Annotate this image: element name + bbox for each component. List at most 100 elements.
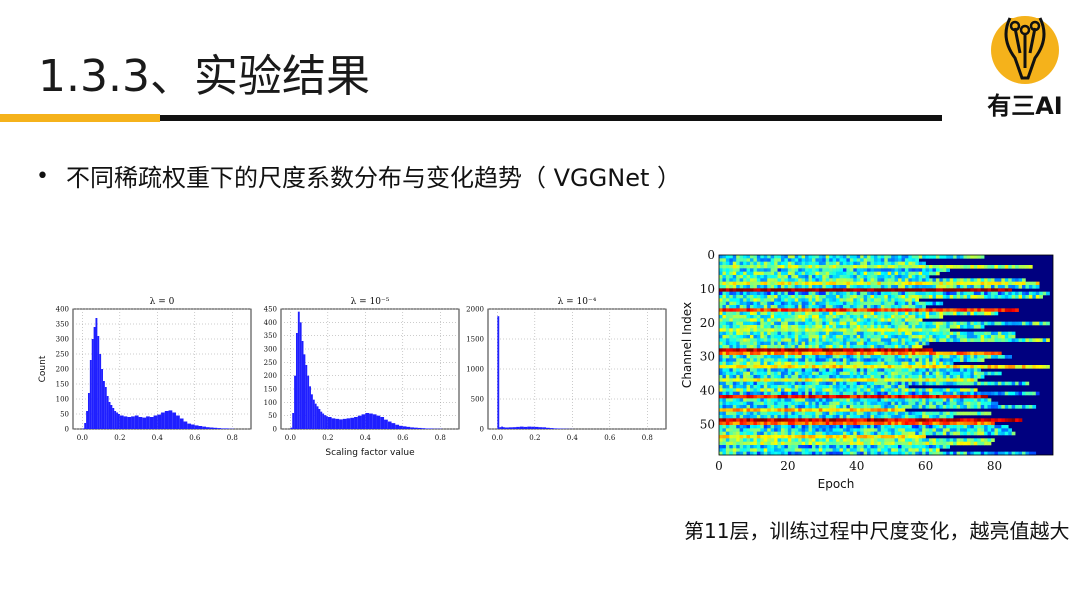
heatmap-cell xyxy=(908,288,913,292)
heatmap-cell xyxy=(811,391,816,396)
heatmap-cell xyxy=(1032,391,1037,396)
heatmap-cell xyxy=(884,275,889,279)
heatmap-cell xyxy=(884,305,889,309)
heatmap-cell xyxy=(774,401,778,406)
heatmap-cell xyxy=(849,358,854,362)
heatmap-cell xyxy=(960,255,964,259)
heatmap-cell xyxy=(873,391,878,396)
heatmap-cell xyxy=(891,265,895,269)
heatmap-cell xyxy=(867,411,871,416)
heatmap-cell xyxy=(970,388,975,392)
heatmap-cell xyxy=(836,288,840,292)
heatmap-cell xyxy=(798,441,802,446)
heatmap-cell xyxy=(1018,338,1023,342)
heatmap-cell xyxy=(801,381,806,386)
heatmap-cell xyxy=(856,321,861,326)
heatmap-cell xyxy=(956,401,961,406)
heatmap-cell xyxy=(832,408,837,412)
heatmap-cell xyxy=(725,421,730,426)
heatmap-cell xyxy=(722,445,727,449)
heatmap-cell xyxy=(784,408,789,412)
heatmap-cell xyxy=(753,351,758,356)
heatmap-cell xyxy=(946,441,951,446)
heatmap-cell xyxy=(898,405,902,409)
heatmap-cell xyxy=(784,311,789,316)
heatmap-cell xyxy=(753,441,758,446)
heatmap-cell xyxy=(908,441,913,446)
heatmap-cell xyxy=(732,431,737,436)
heatmap-cell xyxy=(811,388,816,392)
heatmap-cell xyxy=(918,358,923,362)
heatmap-cell xyxy=(794,285,799,289)
heatmap-cell xyxy=(949,361,954,366)
heatmap-cell xyxy=(887,325,892,329)
heatmap-cell xyxy=(794,275,799,279)
heatmap-cell xyxy=(1008,418,1012,422)
heatmap-cell xyxy=(949,398,954,402)
heatmap-cell xyxy=(722,338,727,342)
heatmap-cell xyxy=(939,421,944,426)
heatmap-cell xyxy=(918,331,923,336)
heatmap-cell xyxy=(1032,285,1037,289)
heatmap-cell xyxy=(932,328,937,332)
heatmap-cell xyxy=(922,395,926,399)
heatmap-cell xyxy=(825,405,830,409)
histogram-bar xyxy=(534,426,539,429)
heatmap-cell xyxy=(953,421,957,426)
heatmap-cell xyxy=(860,315,864,319)
heatmap-cell xyxy=(863,358,868,362)
heatmap-cell xyxy=(929,291,933,296)
heatmap-cell xyxy=(970,331,975,336)
heatmap-cell xyxy=(798,278,802,282)
heatmap-cell xyxy=(946,311,951,316)
heatmap-cell xyxy=(908,331,913,336)
heatmap-cell xyxy=(739,368,744,372)
heatmap-cell xyxy=(880,368,885,372)
heatmap-cell xyxy=(743,418,747,422)
heatmap-cell xyxy=(953,428,957,432)
heatmap-cell xyxy=(729,301,734,306)
heatmap-cell xyxy=(777,438,782,442)
heatmap-cell xyxy=(842,278,847,282)
heatmap-cell xyxy=(898,428,902,432)
heatmap-cell xyxy=(787,291,792,296)
heatmap-cell xyxy=(901,298,906,302)
heatmap-cell xyxy=(760,445,765,449)
heatmap-cell xyxy=(898,308,902,312)
heatmap-cell xyxy=(725,381,730,386)
heatmap-cell xyxy=(719,401,723,406)
heatmap-cell xyxy=(784,451,789,456)
heatmap-cell xyxy=(749,388,754,392)
heatmap-cell xyxy=(756,301,761,306)
heatmap-cell xyxy=(966,311,971,316)
y-tick-label: 400 xyxy=(56,306,69,314)
heatmap-cell xyxy=(904,265,909,269)
heatmap-cell xyxy=(887,348,892,352)
heatmap-cell xyxy=(870,348,875,352)
heatmap-cell xyxy=(811,385,816,389)
heatmap-cell xyxy=(911,275,916,279)
heatmap-cell xyxy=(932,375,937,379)
heatmap-cell xyxy=(870,451,875,456)
heatmap-cell xyxy=(970,451,975,456)
heatmap-cell xyxy=(918,335,923,339)
heatmap-cell xyxy=(891,351,895,356)
heatmap-cell xyxy=(1022,338,1026,342)
heatmap-cell xyxy=(815,291,820,296)
heatmap-cell xyxy=(822,365,827,369)
heatmap-cell xyxy=(774,318,778,322)
histogram-bar xyxy=(324,415,326,429)
heatmap-cell xyxy=(725,351,730,356)
heatmap-cell xyxy=(756,398,761,402)
heatmap-cell xyxy=(822,308,827,312)
heatmap-cell xyxy=(918,401,923,406)
heatmap-cell xyxy=(746,431,751,436)
heatmap-cell xyxy=(908,391,913,396)
heatmap-cell xyxy=(784,368,789,372)
heatmap-cell xyxy=(805,275,809,279)
heatmap-cell xyxy=(842,398,847,402)
heatmap-cell xyxy=(725,335,730,339)
heatmap-cell xyxy=(791,305,796,309)
heatmap-cell xyxy=(911,421,916,426)
heatmap-cell xyxy=(774,381,778,386)
